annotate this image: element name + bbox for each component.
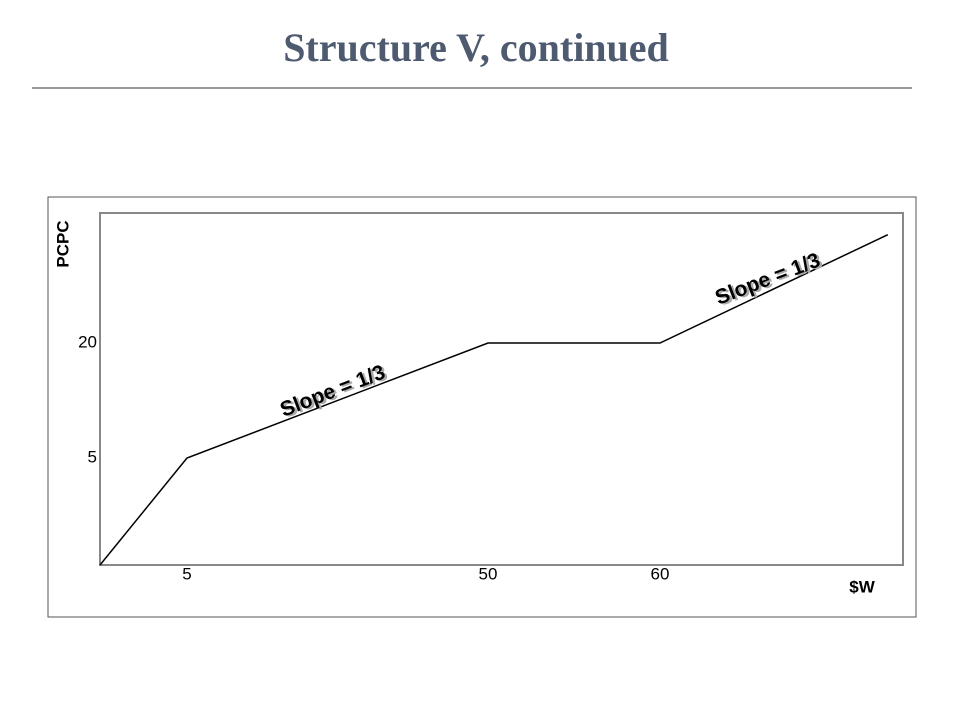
y-axis-label: PCPC: [53, 220, 72, 267]
x-tick-label: 60: [651, 564, 670, 583]
chart-frame: [47, 196, 917, 618]
y-tick-label: 5: [88, 447, 97, 466]
slope-annotation: Slope = 1/3: [277, 361, 388, 422]
slide-title: Structure V, continued: [283, 25, 669, 70]
line: [99, 233, 889, 566]
x-tick-label: 50: [479, 564, 498, 583]
y-tick-label: 20: [78, 332, 97, 351]
x-tick-label: 5: [182, 564, 191, 583]
slope-annotation: Slope = 1/3: [712, 249, 823, 310]
plot-area: [99, 212, 904, 566]
x-axis-label: $W: [849, 577, 875, 596]
